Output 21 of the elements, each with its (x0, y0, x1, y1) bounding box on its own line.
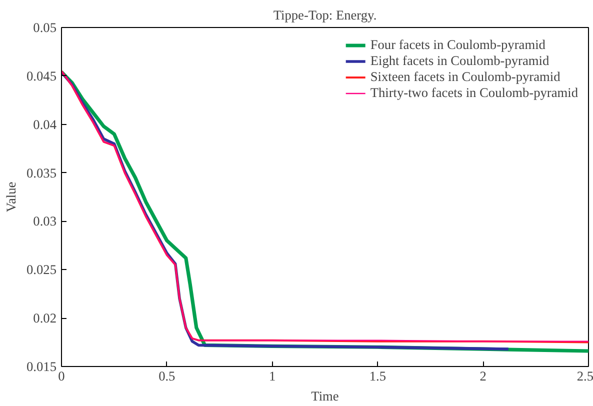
chart-title: Tippe-Top: Energy. (273, 8, 377, 22)
y-axis-title: Value (4, 182, 19, 212)
x-tick-label: 2.5 (576, 368, 593, 384)
x-tick-label: 0.5 (158, 368, 176, 384)
legend-label: Sixteen facets in Coulomb-pyramid (370, 69, 560, 85)
y-tick-label: 0.03 (33, 214, 57, 229)
y-tick-label: 0.04 (33, 116, 57, 132)
y-tick-label: 0.045 (26, 68, 57, 84)
x-tick-label: 1 (268, 368, 276, 384)
x-axis-title: Time (311, 388, 339, 404)
y-tick-label: 0.015 (26, 359, 57, 374)
y-tick-label: 0.05 (33, 20, 57, 35)
x-tick-label: 2 (480, 368, 486, 384)
y-tick-label: 0.025 (26, 262, 57, 278)
legend-label: Four facets in Coulomb-pyramid (370, 37, 546, 53)
y-tick-label: 0.035 (26, 165, 57, 180)
legend-label: Thirty-two facets in Coulomb-pyramid (370, 85, 578, 101)
x-tick-label: 1.5 (369, 368, 386, 384)
legend-label: Eight facets in Coulomb-pyramid (370, 53, 550, 69)
y-tick-label: 0.02 (33, 310, 57, 326)
x-tick-label: 0 (58, 368, 66, 384)
